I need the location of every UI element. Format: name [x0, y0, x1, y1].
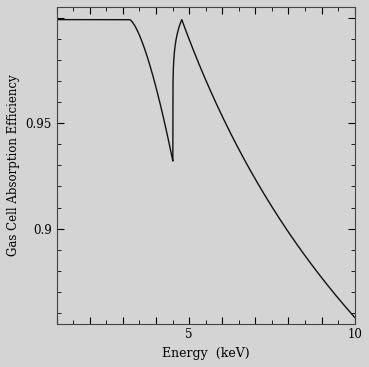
- Y-axis label: Gas Cell Absorption Efficiency: Gas Cell Absorption Efficiency: [7, 75, 20, 256]
- X-axis label: Energy  (keV): Energy (keV): [162, 347, 249, 360]
